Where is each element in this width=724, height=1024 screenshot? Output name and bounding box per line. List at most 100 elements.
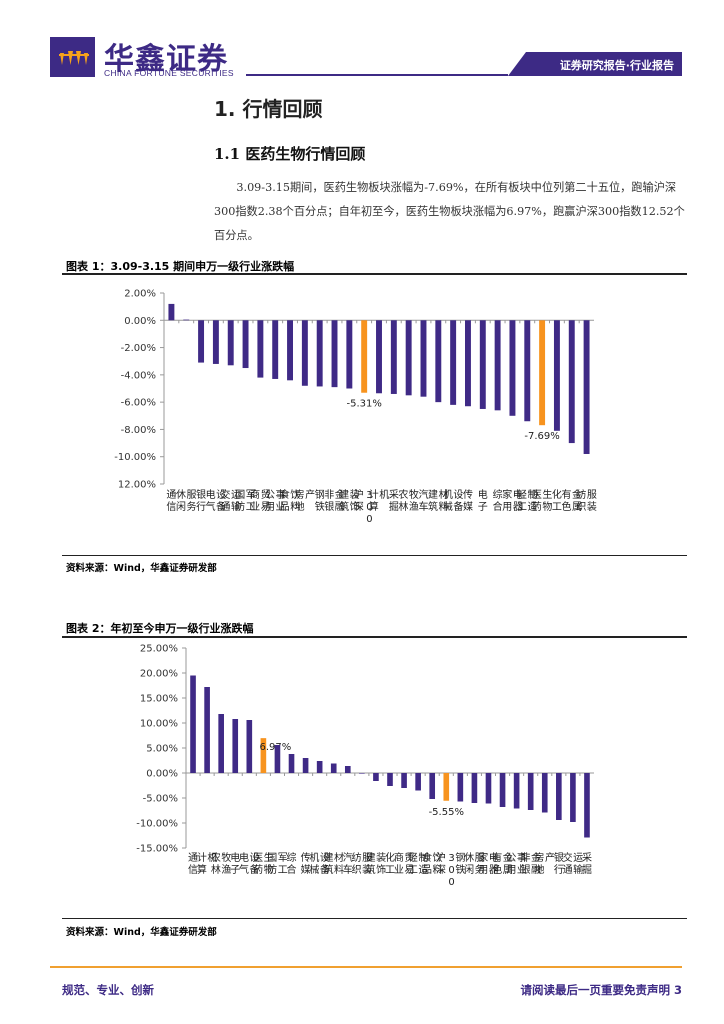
- chart1-category-label: 化工: [552, 488, 562, 513]
- chart2-bar: [373, 773, 379, 781]
- chart1-category-label: 通信: [166, 489, 176, 513]
- chart1-bar: [361, 320, 368, 393]
- chart2-category-label: 电气: [239, 851, 249, 876]
- figure2-chart: 25.00% 20.00% 15.00% 10.00% 5.00% 0.00% -5.00%…: [136, 644, 594, 888]
- chart1-category-label: 金属: [572, 488, 582, 513]
- chart2-y-tick-label: -10.00%: [136, 819, 178, 830]
- chart1-category-label: 交通: [220, 488, 230, 513]
- chart1-bar: [183, 319, 190, 321]
- chart1-category-label: 家用: [502, 488, 512, 513]
- figure2-bottom-rule: [62, 918, 687, 919]
- chart1-category-label: 休闲: [176, 489, 186, 513]
- chart1-y-tick-label: 0.00%: [124, 316, 156, 327]
- chart1-category-label: 建筑: [428, 488, 438, 513]
- figure2-source: 资料来源：Wind，华鑫证券研发部: [66, 927, 217, 938]
- chart1-category-label: 军工: [246, 489, 256, 513]
- chart2-category-label: 国防: [267, 852, 277, 876]
- chart2-category-label: 钢铁: [455, 851, 465, 876]
- chart2-category-label: 贸易: [404, 852, 414, 876]
- chart2-y-tick-label: -15.00%: [136, 844, 178, 855]
- chart2-bar: [485, 773, 492, 804]
- chart1-bar: [331, 320, 338, 388]
- chart1-category-label: 公用: [265, 490, 275, 513]
- chart1-bar: [227, 320, 234, 366]
- chart1-category-label: 农林: [398, 488, 408, 513]
- figure1-chart: 2.00% 0.00% -2.00% -4.00% -6.00% -8.00% -10.00…: [114, 289, 597, 526]
- chart1-bar: [390, 320, 397, 394]
- chart1-category-label: 牧渔: [409, 488, 419, 513]
- chart2-category-label: 纺织: [352, 851, 362, 876]
- chart1-category-label: 设备: [453, 489, 463, 513]
- chart1-category-label: 贸易: [261, 489, 271, 513]
- chart2-data-label: -5.55%: [429, 807, 464, 818]
- chart1-category-label: 纺织: [576, 488, 586, 513]
- chart1-category-label: 计算: [369, 488, 379, 513]
- chart2-bar: [330, 763, 337, 773]
- chart2-category-label: 有色: [492, 851, 502, 876]
- chart2-category-label: 金融: [531, 851, 541, 876]
- chart2-category-label: 计算: [197, 851, 207, 876]
- chart1-data-label: -5.31%: [346, 399, 381, 410]
- chart2-category-label: 建筑: [323, 851, 333, 876]
- chart2-category-label: 沪深: [436, 851, 446, 876]
- chart2-bar: [232, 719, 239, 773]
- chart1-bar: [465, 320, 471, 407]
- chart2-category-label: 机: [207, 851, 217, 864]
- chart2-category-label: 休闲: [464, 852, 474, 876]
- chart2-bar: [570, 773, 576, 822]
- chart2-bar: [218, 714, 224, 773]
- chart1-category-label: 传媒: [463, 489, 473, 513]
- chart1-category-label: 金融: [335, 488, 345, 513]
- chart2-category-label: 装饰: [376, 851, 386, 876]
- chart1-category-label: 房地: [295, 488, 305, 513]
- chart1-bar: [494, 320, 501, 411]
- chart1-category-label: 电器: [513, 488, 523, 513]
- chart1-bar: [287, 320, 293, 381]
- chart1-category-label: 产: [305, 488, 315, 501]
- chart2-category-label: 事业: [517, 851, 527, 876]
- chart1-bar: [168, 303, 175, 321]
- chart2-category-label: 牧渔: [221, 851, 231, 876]
- chart1-category-label: 机械: [443, 488, 453, 513]
- chart1-category-label: 服装: [587, 489, 597, 513]
- chart2-category-label: 商业: [394, 851, 404, 876]
- chart1-bar: [479, 320, 486, 409]
- chart2-bar: [513, 773, 520, 809]
- chart1-category-label: 电气: [206, 488, 216, 513]
- chart2-category-label: 服装: [362, 852, 372, 876]
- chart1-category-label: 轻工: [517, 488, 527, 513]
- chart1-category-label: 银行: [196, 488, 206, 513]
- chart2-category-label: 传媒: [301, 852, 311, 876]
- chart2-bar: [401, 773, 407, 788]
- company-logo: [50, 37, 95, 77]
- chart1-category-label: 有色: [562, 488, 572, 513]
- footer-divider: [50, 966, 682, 968]
- chart2-category-label: 制造: [418, 851, 428, 876]
- chart2-bar: [190, 675, 196, 773]
- figure1-bottom-rule: [62, 555, 687, 556]
- chart2-category-label: 房地: [535, 851, 545, 876]
- chart2-bar: [556, 773, 562, 820]
- chart2-bar: [260, 738, 267, 773]
- chart2-category-label: 生物: [264, 851, 274, 876]
- chart1-y-tick-label: 12.00%: [118, 480, 156, 491]
- chart2-y-tick-label: 20.00%: [140, 669, 178, 680]
- chart1-bar: [435, 320, 442, 403]
- chart2-category-label: 化工: [385, 851, 395, 876]
- chart1-category-label: 建筑: [339, 488, 349, 513]
- chart1-category-label: 采掘: [389, 489, 399, 513]
- chart1-bar: [316, 320, 323, 387]
- chart1-y-tick-label: -10.00%: [114, 452, 156, 463]
- chart1-bar: [212, 320, 219, 364]
- chart1-bar: [198, 320, 205, 363]
- chart1-category-label: 设备: [216, 489, 226, 513]
- figure2-top-rule: [62, 636, 687, 638]
- chart1-category-label: 国防: [235, 489, 245, 513]
- chart2-category-label: 设备: [320, 852, 330, 876]
- chart2-category-label: 医药: [253, 852, 263, 876]
- chart2-bar: [274, 745, 281, 773]
- chart1-category-label: 事业: [275, 488, 285, 513]
- chart1-y-tick-label: -4.00%: [121, 370, 156, 381]
- chart2-y-tick-label: -5.00%: [143, 794, 178, 805]
